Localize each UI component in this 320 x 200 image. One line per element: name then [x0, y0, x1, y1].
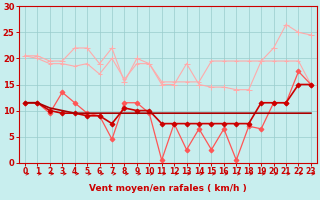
X-axis label: Vent moyen/en rafales ( km/h ): Vent moyen/en rafales ( km/h ) — [89, 184, 247, 193]
